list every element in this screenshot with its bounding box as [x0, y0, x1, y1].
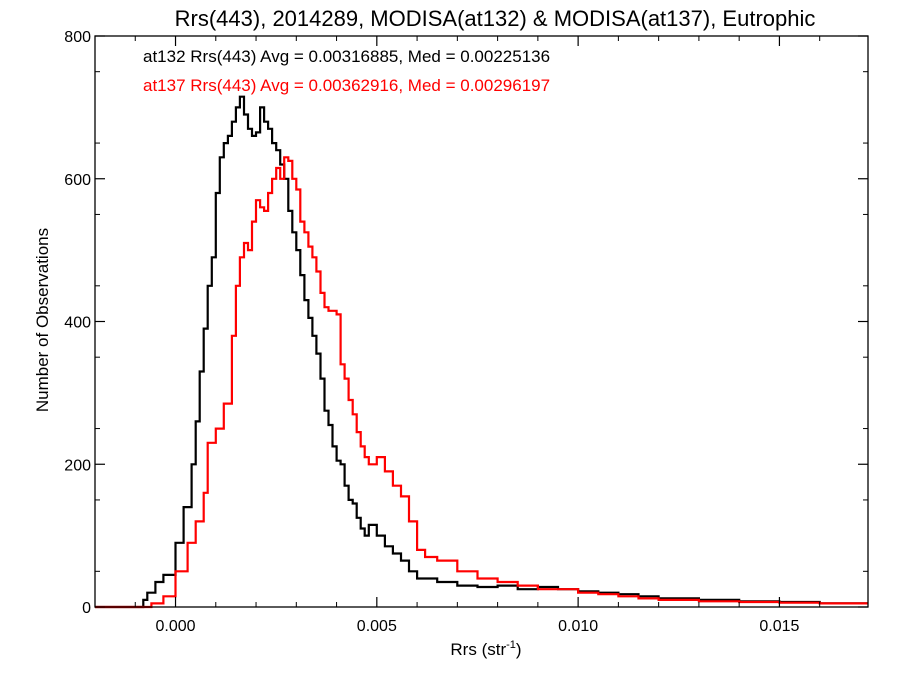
chart-title: Rrs(443), 2014289, MODISA(at132) & MODIS… [175, 6, 816, 31]
y-tick-label: 600 [64, 172, 91, 189]
x-axis-label-main: Rrs (str [450, 640, 506, 659]
y-tick-label: 200 [64, 457, 91, 474]
y-axis-label: Number of Observations [33, 228, 52, 412]
legend-annotation-at132: at132 Rrs(443) Avg = 0.00316885, Med = 0… [143, 47, 550, 66]
axis-layer: 0.000 0.005 0.010 0.015 0 200 400 600 800 [64, 29, 869, 635]
y-tick-label: 800 [64, 29, 91, 46]
x-axis-label-close: ) [516, 640, 522, 659]
x-tick-label: 0.000 [155, 618, 195, 635]
series-layer [95, 95, 868, 609]
x-axis-label: Rrs (str-1) [450, 639, 521, 659]
x-axis-label-superscript: -1 [506, 639, 516, 651]
x-tick-label: 0.015 [759, 618, 799, 635]
legend-annotations: at132 Rrs(443) Avg = 0.00316885, Med = 0… [143, 47, 550, 95]
x-tick-label: 0.005 [357, 618, 397, 635]
y-tick-label: 400 [64, 315, 91, 332]
y-tick-label: 0 [82, 600, 91, 617]
x-tick-label: 0.010 [558, 618, 598, 635]
legend-annotation-at137: at137 Rrs(443) Avg = 0.00362916, Med = 0… [143, 76, 550, 95]
series-line-at137 [95, 156, 868, 609]
